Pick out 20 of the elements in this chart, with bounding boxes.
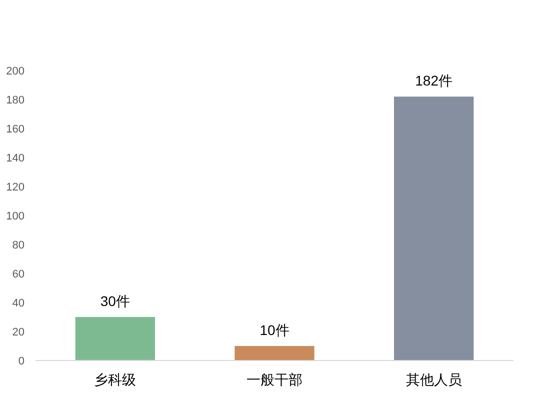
y-tick-label: 20 [12, 326, 25, 338]
y-tick-label: 200 [6, 66, 25, 78]
y-tick-label: 160 [6, 124, 25, 136]
y-tick-label: 60 [12, 268, 25, 280]
x-tick-label: 其他人员 [406, 372, 462, 388]
bar [394, 96, 474, 360]
y-tick-label: 100 [6, 210, 25, 222]
y-tick-label: 40 [12, 298, 25, 310]
y-tick-label: 140 [6, 152, 25, 164]
y-tick-label: 0 [18, 356, 25, 368]
bar [75, 317, 155, 360]
data-label: 10件 [260, 322, 290, 338]
bar [234, 346, 314, 360]
x-tick-label: 一般干部 [246, 372, 302, 388]
y-tick-label: 120 [6, 182, 25, 194]
y-tick-label: 180 [6, 94, 25, 106]
x-tick-label: 乡科级 [94, 372, 136, 388]
data-label: 30件 [100, 293, 130, 309]
data-label: 182件 [415, 72, 453, 89]
y-tick-label: 80 [12, 240, 25, 252]
